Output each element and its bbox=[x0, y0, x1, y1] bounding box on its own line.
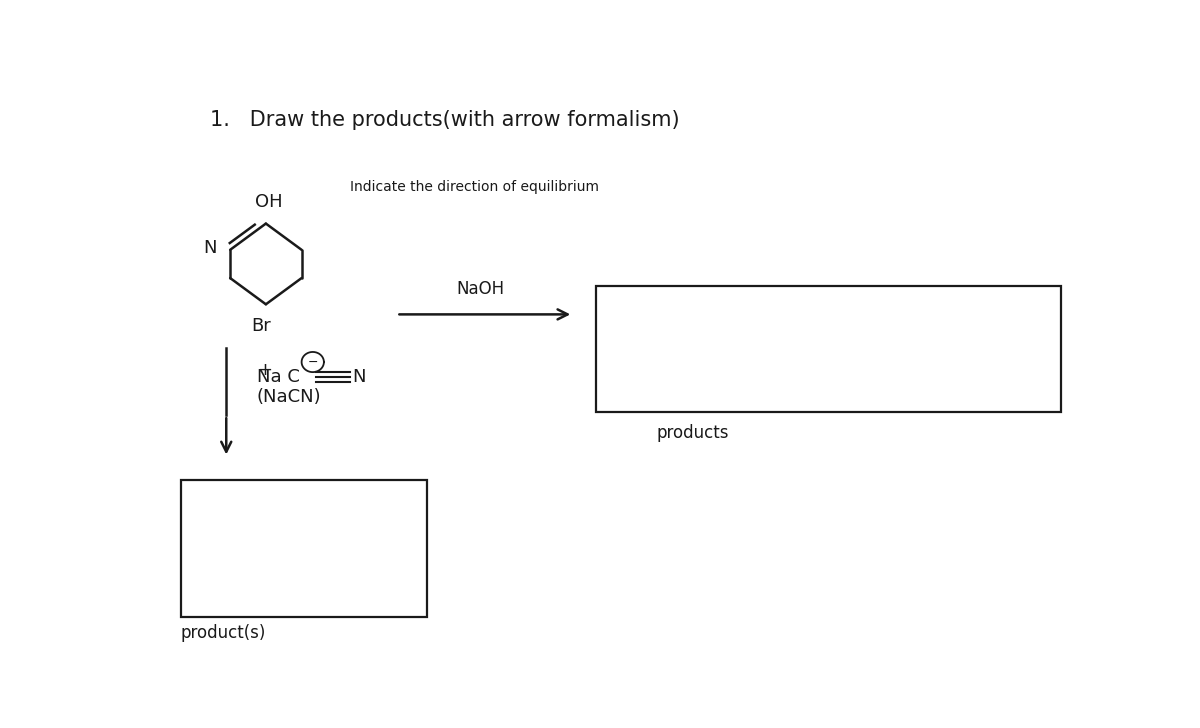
Text: 1.   Draw the products(with arrow formalism): 1. Draw the products(with arrow formalis… bbox=[210, 110, 680, 130]
Bar bbox=[596, 286, 1062, 413]
Text: N: N bbox=[353, 368, 366, 386]
Text: Na C: Na C bbox=[257, 368, 300, 386]
Text: (NaCN): (NaCN) bbox=[257, 388, 322, 406]
Text: N: N bbox=[203, 239, 216, 257]
Text: product(s): product(s) bbox=[181, 625, 266, 642]
Text: OH: OH bbox=[254, 193, 282, 211]
Bar bbox=[181, 480, 427, 617]
Text: NaOH: NaOH bbox=[456, 280, 504, 298]
Text: Br: Br bbox=[251, 317, 271, 335]
Text: products: products bbox=[656, 424, 730, 442]
Text: +: + bbox=[257, 361, 272, 379]
Text: −: − bbox=[307, 355, 318, 368]
Text: Indicate the direction of equilibrium: Indicate the direction of equilibrium bbox=[350, 180, 599, 194]
